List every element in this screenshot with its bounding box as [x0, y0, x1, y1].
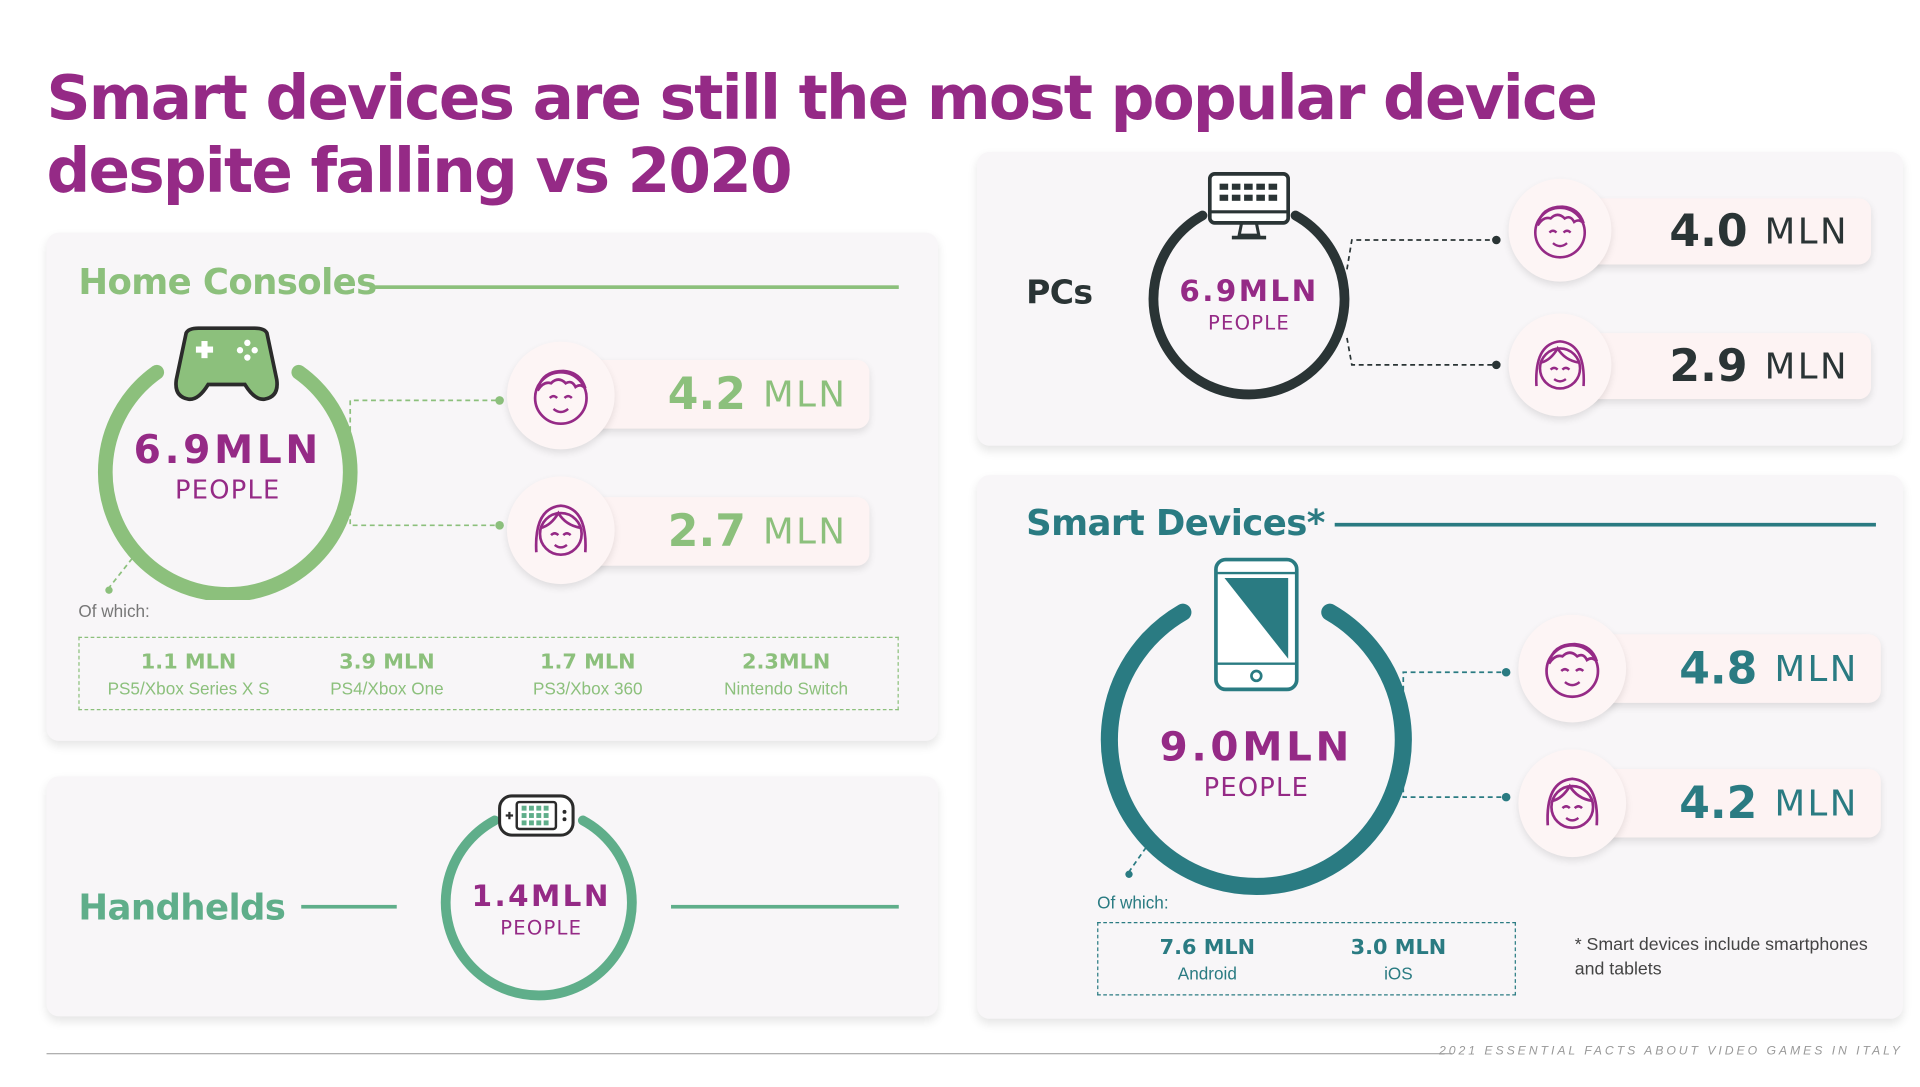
pcs-total-value: 6.9MLN	[1179, 274, 1319, 309]
smart-devices-female-avatar	[1518, 749, 1627, 858]
breakdown-value: 2.3MLN	[741, 650, 831, 675]
handhelds-divider-right	[671, 904, 899, 909]
girl-face-icon	[1535, 340, 1586, 390]
breakdown-label: Android	[1177, 963, 1237, 984]
pcs-female-value: 2.9	[1669, 341, 1748, 392]
smart-devices-male-value: 4.8	[1679, 643, 1758, 694]
breakdown-label: PS3/Xbox 360	[532, 678, 643, 698]
boy-face-icon	[533, 369, 588, 426]
home-consoles-ring	[97, 364, 358, 601]
home-consoles-panel	[46, 232, 938, 741]
pcs-male-avatar	[1508, 178, 1612, 282]
smart-devices-female-value: 4.2	[1679, 778, 1758, 829]
home-consoles-male-avatar	[506, 341, 615, 450]
pcs-ring	[1148, 210, 1350, 400]
page-title: Smart devices are still the most popular…	[46, 62, 1598, 207]
pcs-male-value: 4.0	[1669, 206, 1748, 257]
smart-devices-of-which: Of which:	[1097, 892, 1169, 913]
smart-devices-total-value: 9.0MLN	[1159, 722, 1354, 771]
breakdown-item: 3.0 MLN iOS	[1300, 936, 1496, 984]
pcs-male-pill: 4.0 MLN	[1579, 198, 1872, 265]
smart-devices-male-unit: MLN	[1774, 647, 1859, 690]
breakdown-value: 1.1 MLN	[140, 650, 237, 675]
handhelds-total-unit: PEOPLE	[500, 915, 583, 940]
breakdown-value: 1.7 MLN	[539, 650, 636, 675]
gamepad-icon	[174, 326, 279, 402]
home-consoles-male-pill: 4.2 MLN	[570, 360, 870, 429]
home-consoles-of-which: Of which:	[78, 601, 150, 621]
smart-devices-male-pill: 4.8 MLN	[1584, 634, 1881, 703]
breakdown-item: 1.7 MLN PS3/Xbox 360	[490, 650, 686, 698]
home-consoles-female-value: 2.7	[667, 506, 746, 557]
pcs-female-unit: MLN	[1764, 345, 1849, 387]
smart-devices-male-avatar	[1518, 614, 1627, 723]
home-consoles-female-avatar	[506, 476, 615, 585]
home-consoles-total: 6.9MLN PEOPLE	[105, 426, 350, 504]
breakdown-label: iOS	[1384, 963, 1413, 984]
pcs-connectors	[1346, 235, 1501, 370]
pcs-female-pill: 2.9 MLN	[1579, 333, 1872, 400]
footer-divider	[46, 1053, 1453, 1055]
smart-devices-connectors	[1125, 667, 1511, 878]
smart-devices-label: Smart Devices*	[1026, 502, 1325, 544]
smart-devices-total-unit: PEOPLE	[1203, 772, 1310, 803]
smart-devices-female-pill: 4.2 MLN	[1584, 768, 1881, 838]
home-consoles-total-unit: PEOPLE	[175, 475, 281, 505]
smart-devices-ring	[1100, 603, 1412, 895]
boy-face-icon	[1533, 205, 1587, 259]
girl-face-icon	[534, 504, 587, 557]
smart-devices-divider	[1334, 522, 1876, 527]
handhelds-label: Handhelds	[78, 886, 286, 929]
boy-face-icon	[1545, 642, 1600, 699]
computer-monitor-icon	[1207, 172, 1291, 240]
smart-devices-breakdown	[1097, 922, 1516, 996]
pcs-male-unit: MLN	[1764, 210, 1849, 253]
breakdown-value: 3.0 MLN	[1350, 935, 1447, 961]
breakdown-value: 3.9 MLN	[339, 650, 435, 675]
pcs-female-avatar	[1508, 313, 1612, 417]
footer-text: 2021 ESSENTIAL FACTS ABOUT VIDEO GAMES I…	[1439, 1044, 1903, 1058]
home-consoles-total-value: 6.9MLN	[133, 426, 322, 473]
handhelds-total-value: 1.4MLN	[471, 879, 611, 914]
smart-devices-footnote: * Smart devices include smartphones and …	[1574, 935, 1868, 980]
home-consoles-divider	[372, 285, 899, 289]
home-consoles-connectors	[105, 396, 504, 594]
breakdown-item: 3.9 MLN PS4/Xbox One	[289, 650, 485, 698]
home-consoles-male-value: 4.2	[667, 369, 746, 420]
handhelds-divider-left	[301, 904, 397, 909]
home-consoles-label: Home Consoles	[78, 260, 377, 303]
pcs-total-unit: PEOPLE	[1207, 311, 1291, 335]
breakdown-item: 7.6 MLN Android	[1109, 936, 1305, 984]
smart-devices-panel	[977, 475, 1903, 1019]
smartphone-icon	[1214, 557, 1299, 692]
smart-devices-total: 9.0MLN PEOPLE	[1134, 722, 1379, 802]
pcs-total: 6.9MLN PEOPLE	[1151, 274, 1347, 334]
girl-face-icon	[1546, 777, 1599, 830]
breakdown-label: Nintendo Switch	[724, 678, 849, 698]
home-consoles-breakdown	[78, 636, 899, 711]
handhelds-total: 1.4MLN PEOPLE	[441, 879, 642, 939]
breakdown-value: 7.6 MLN	[1159, 935, 1256, 961]
breakdown-label: PS5/Xbox Series X S	[107, 678, 270, 698]
home-consoles-male-unit: MLN	[763, 373, 848, 416]
breakdown-label: PS4/Xbox One	[330, 678, 444, 698]
handhelds-ring	[440, 815, 637, 1001]
home-consoles-female-pill: 2.7 MLN	[570, 497, 870, 566]
handheld-console-icon	[498, 794, 575, 837]
breakdown-item: 2.3MLN Nintendo Switch	[688, 650, 884, 698]
pcs-label: PCs	[1026, 274, 1093, 313]
smart-devices-female-unit: MLN	[1774, 782, 1859, 825]
breakdown-item: 1.1 MLN PS5/Xbox Series X S	[91, 650, 287, 698]
home-consoles-female-unit: MLN	[763, 510, 848, 553]
